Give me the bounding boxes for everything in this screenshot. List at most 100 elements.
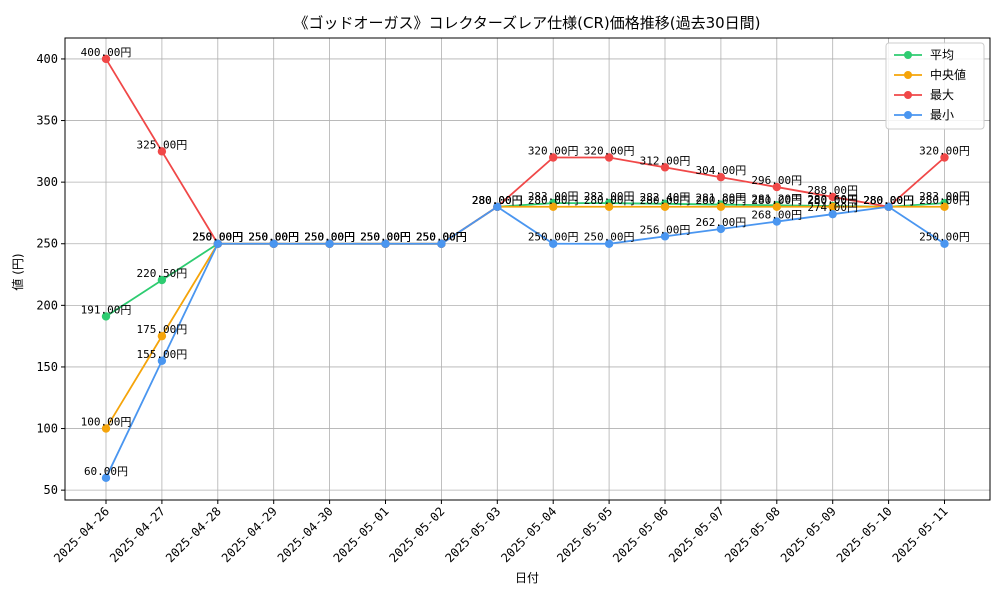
series-group xyxy=(101,54,949,483)
data-label: 280.00円 xyxy=(472,194,523,207)
data-label: 250.00円 xyxy=(248,231,299,244)
data-point xyxy=(157,275,167,285)
data-label: 280.00円 xyxy=(863,194,914,207)
data-point xyxy=(772,182,781,192)
y-tick-label: 100 xyxy=(36,422,58,436)
data-label: 250.00円 xyxy=(248,231,299,244)
data-label: 280.00円 xyxy=(472,194,523,207)
x-tick-label: 2025-05-06 xyxy=(610,504,671,565)
data-label: 250.00円 xyxy=(360,231,411,244)
data-label: 282.40円 xyxy=(640,191,691,204)
data-label: 256.00円 xyxy=(640,223,691,236)
data-label: 320.00円 xyxy=(919,145,970,158)
legend-entry: 最大 xyxy=(930,88,954,102)
data-label: 155.00円 xyxy=(137,348,188,361)
data-label: 280.00円 xyxy=(919,194,970,207)
x-tick-label: 2025-05-11 xyxy=(890,504,951,565)
data-label: 280.00円 xyxy=(472,194,523,207)
data-label: 280.00円 xyxy=(528,194,579,207)
data-label: 320.00円 xyxy=(528,145,579,158)
data-label: 280.00円 xyxy=(863,194,914,207)
data-label: 283.00円 xyxy=(528,190,579,203)
data-labels: 191.00円 220.50円 250.00円 250.00円 250.00円 250.0… xyxy=(81,46,970,478)
y-tick-label: 250 xyxy=(36,237,58,251)
x-tick-label: 2025-05-03 xyxy=(442,504,503,565)
data-label: 250.00円 xyxy=(360,231,411,244)
data-point xyxy=(101,473,111,483)
data-label: 280.60円 xyxy=(807,193,858,206)
data-point xyxy=(325,239,334,248)
data-label: 250.00円 xyxy=(192,231,243,244)
x-tick-label: 2025-05-04 xyxy=(498,504,559,565)
data-label: 280.00円 xyxy=(472,194,523,207)
data-point xyxy=(940,202,949,211)
x-tick-label: 2025-05-05 xyxy=(554,504,615,565)
legend-entry: 最小 xyxy=(930,108,954,122)
legend-entry: 平均 xyxy=(930,48,954,62)
data-point xyxy=(660,202,670,211)
x-tick-label: 2025-05-01 xyxy=(331,504,392,565)
legend-box xyxy=(885,42,985,130)
x-tick-label: 2025-04-29 xyxy=(219,504,280,565)
data-point xyxy=(493,202,502,211)
y-axis-label: 値 (円) xyxy=(10,253,25,290)
data-label: 262.00円 xyxy=(696,216,747,229)
grid xyxy=(65,38,990,500)
x-tick-label: 2025-05-09 xyxy=(778,504,839,565)
data-point xyxy=(884,202,893,211)
data-label: 175.00円 xyxy=(137,323,188,336)
y-tick-label: 50 xyxy=(44,483,58,497)
legend-swatch-marker xyxy=(904,91,912,99)
data-label: 280.00円 xyxy=(584,194,635,207)
data-label: 250.00円 xyxy=(360,231,411,244)
data-point xyxy=(828,202,837,211)
data-point xyxy=(604,239,614,248)
series-line-3 xyxy=(105,205,945,479)
series-line-0 xyxy=(105,202,945,318)
data-label: 250.00円 xyxy=(304,231,355,244)
data-label: 296.00円 xyxy=(751,174,802,187)
data-point xyxy=(549,202,558,211)
data-point xyxy=(604,153,614,162)
data-label: 250.00円 xyxy=(304,231,355,244)
x-tick-label: 2025-05-07 xyxy=(666,504,727,565)
legend-swatch-marker xyxy=(904,71,912,79)
data-point xyxy=(157,147,167,156)
data-label: 325.00円 xyxy=(137,138,188,151)
data-label: 280.00円 xyxy=(640,194,691,207)
data-label: 400.00円 xyxy=(81,46,132,59)
data-label: 281.20円 xyxy=(751,192,802,205)
data-point xyxy=(940,239,949,248)
x-tick-label: 2025-04-30 xyxy=(275,504,336,565)
data-point xyxy=(716,173,726,182)
data-label: 250.00円 xyxy=(192,231,243,244)
data-point xyxy=(269,239,278,248)
data-label: 250.00円 xyxy=(416,231,467,244)
legend-swatch-marker xyxy=(904,111,912,119)
data-label: 250.00円 xyxy=(192,231,243,244)
y-tick-label: 150 xyxy=(36,360,58,374)
data-label: 250.00円 xyxy=(360,231,411,244)
data-label: 283.00円 xyxy=(919,190,970,203)
y-tick-label: 350 xyxy=(36,114,58,128)
data-label: 320.00円 xyxy=(584,145,635,158)
data-label: 280.00円 xyxy=(863,194,914,207)
data-label: 281.80円 xyxy=(696,192,747,205)
data-label: 191.00円 xyxy=(81,303,132,316)
x-tick-label: 2025-04-28 xyxy=(163,504,224,565)
data-label: 250.00円 xyxy=(248,231,299,244)
data-point xyxy=(772,217,781,226)
data-label: 280.00円 xyxy=(807,194,858,207)
legend-swatch-marker xyxy=(904,51,912,59)
data-point xyxy=(213,239,222,248)
x-axis-label: 日付 xyxy=(515,571,539,585)
data-point xyxy=(101,54,111,64)
data-label: 220.50円 xyxy=(137,267,188,280)
data-label: 60.00円 xyxy=(84,465,128,478)
data-label: 250.00円 xyxy=(919,231,970,244)
data-point xyxy=(101,312,111,321)
data-label: 280.00円 xyxy=(751,194,802,207)
data-point xyxy=(604,202,614,211)
data-label: 280.00円 xyxy=(863,194,914,207)
